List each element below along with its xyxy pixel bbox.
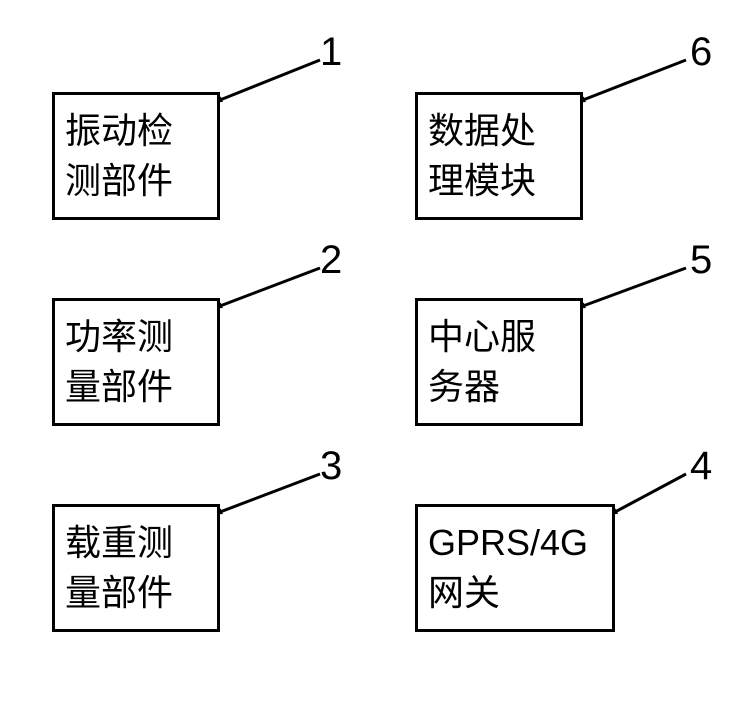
- diagram-box-2: 功率测量部件: [52, 298, 220, 426]
- diagram-box-4: GPRS/4G网关: [415, 504, 615, 632]
- diagram-box-5: 中心服务器: [415, 298, 583, 426]
- leader-line-1: [220, 268, 320, 306]
- label-4: 4: [690, 444, 712, 489]
- diagram-box-3: 载重测量部件: [52, 504, 220, 632]
- box-text-6: 数据处理模块: [428, 106, 536, 207]
- leader-line-4: [583, 268, 686, 306]
- label-2: 2: [320, 238, 342, 283]
- box-text-1: 振动检测部件: [65, 106, 173, 207]
- leader-line-0: [220, 60, 320, 100]
- leader-line-3: [583, 60, 686, 100]
- box-text-2: 功率测量部件: [65, 312, 173, 413]
- leader-line-5: [615, 474, 686, 512]
- diagram-container: 振动检测部件功率测量部件载重测量部件 数据处理模块中心服务器 GPRS/4G网关 1…: [0, 0, 747, 705]
- diagram-box-6: 数据处理模块: [415, 92, 583, 220]
- leader-line-2: [220, 474, 320, 512]
- box-text-3: 载重测量部件: [65, 518, 173, 619]
- label-5: 5: [690, 238, 712, 283]
- label-1: 1: [320, 30, 342, 75]
- diagram-box-1: 振动检测部件: [52, 92, 220, 220]
- box-text-5: 中心服务器: [428, 312, 536, 413]
- label-3: 3: [320, 444, 342, 489]
- box-text-4: GPRS/4G网关: [428, 518, 588, 619]
- label-6: 6: [690, 30, 712, 75]
